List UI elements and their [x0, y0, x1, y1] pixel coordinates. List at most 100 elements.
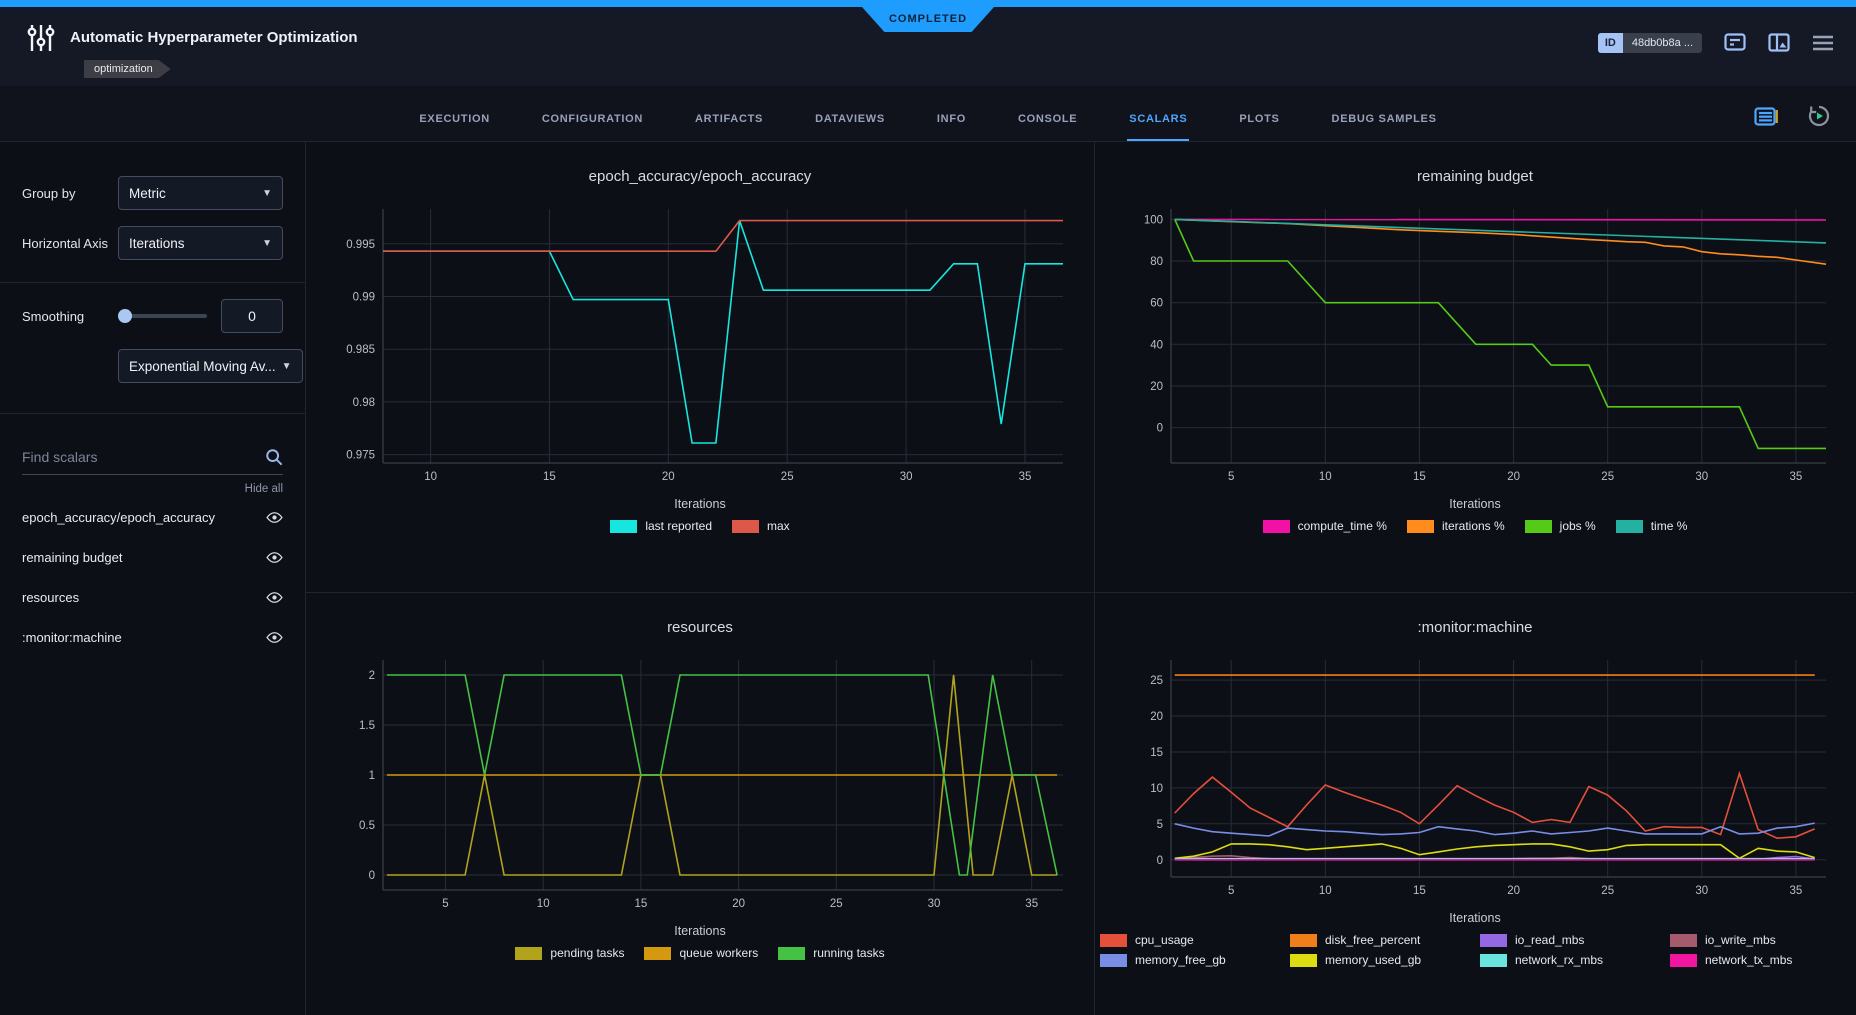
- eye-icon[interactable]: [266, 591, 283, 604]
- legend-item[interactable]: io_read_mbs: [1480, 933, 1660, 947]
- legend-item[interactable]: io_write_mbs: [1670, 933, 1850, 947]
- legend-swatch: [778, 946, 806, 960]
- search-icon[interactable]: [265, 448, 283, 466]
- tab-bar: EXECUTION CONFIGURATION ARTIFACTS DATAVIEWS…: [0, 86, 1856, 142]
- svg-text:10: 10: [1318, 885, 1331, 897]
- svg-text:35: 35: [1019, 471, 1032, 483]
- svg-text:25: 25: [1150, 675, 1163, 687]
- svg-text:1: 1: [369, 770, 375, 782]
- find-scalars-input[interactable]: [22, 449, 265, 465]
- svg-text:80: 80: [1150, 256, 1163, 268]
- svg-text:10: 10: [1318, 471, 1331, 483]
- legend-item[interactable]: disk_free_percent: [1290, 933, 1470, 947]
- tab-info[interactable]: INFO: [936, 113, 966, 125]
- legend-label: iterations %: [1441, 519, 1505, 533]
- legend-label: memory_used_gb: [1325, 953, 1422, 967]
- scalars-sidebar: Group by Metric ▼ Horizontal Axis Iterat…: [0, 142, 306, 1015]
- legend-item[interactable]: running tasks: [778, 946, 885, 960]
- legend-swatch: [1100, 953, 1127, 967]
- svg-text:0.5: 0.5: [359, 820, 375, 832]
- legend-item[interactable]: memory_free_gb: [1100, 953, 1280, 967]
- svg-text:30: 30: [928, 898, 941, 910]
- tab-execution[interactable]: EXECUTION: [419, 113, 490, 125]
- svg-text:15: 15: [1413, 885, 1426, 897]
- table-view-toggle-button[interactable]: [1754, 105, 1778, 127]
- legend-swatch: [1670, 953, 1697, 967]
- experiment-tag: optimization: [84, 60, 171, 78]
- comment-icon: [1724, 33, 1746, 51]
- smoothing-type-select[interactable]: Exponential Moving Av... ▼: [118, 349, 303, 383]
- svg-text:5: 5: [1227, 471, 1233, 483]
- svg-text:30: 30: [900, 471, 913, 483]
- slider-thumb[interactable]: [118, 309, 132, 323]
- legend-item[interactable]: network_tx_mbs: [1670, 953, 1850, 967]
- svg-text:0.99: 0.99: [353, 292, 375, 304]
- smoothing-value-input[interactable]: [221, 299, 283, 333]
- menu-button[interactable]: [1812, 35, 1834, 51]
- svg-text:0.98: 0.98: [353, 397, 375, 409]
- epoch-accuracy-plot[interactable]: 10 15 20 25 30 35 0.975 0.98 0.985 0.99 0.995: [325, 201, 1075, 493]
- tab-configuration[interactable]: CONFIGURATION: [541, 113, 644, 125]
- x-axis-label: Iterations: [1449, 911, 1501, 925]
- svg-text:15: 15: [1413, 471, 1426, 483]
- tab-scalars[interactable]: SCALARS: [1127, 103, 1190, 141]
- legend-swatch: [1670, 933, 1697, 947]
- slider-track[interactable]: [118, 314, 207, 318]
- resources-plot[interactable]: 5 10 15 20 25 30 35 0 0.5 1 1.5 2: [325, 652, 1075, 920]
- horizontal-axis-select[interactable]: Iterations ▼: [118, 226, 283, 260]
- experiment-id-chip[interactable]: ID 48db0b8a ...: [1597, 33, 1702, 53]
- metric-item[interactable]: remaining budget: [0, 537, 305, 577]
- metric-label: resources: [22, 589, 80, 605]
- legend-item[interactable]: jobs %: [1524, 519, 1596, 533]
- legend-item[interactable]: pending tasks: [515, 946, 624, 960]
- tab-artifacts[interactable]: ARTIFACTS: [695, 113, 764, 125]
- legend-item[interactable]: max: [732, 519, 790, 533]
- legend-item[interactable]: compute_time %: [1262, 519, 1387, 533]
- eye-icon[interactable]: [266, 551, 283, 564]
- eye-icon[interactable]: [266, 511, 283, 524]
- auto-refresh-button[interactable]: [1808, 105, 1830, 127]
- legend-item[interactable]: iterations %: [1406, 519, 1505, 533]
- metric-item[interactable]: resources: [0, 577, 305, 617]
- tab-console[interactable]: CONSOLE: [1018, 113, 1078, 125]
- legend-item[interactable]: last reported: [610, 519, 712, 533]
- metric-item[interactable]: epoch_accuracy/epoch_accuracy: [0, 497, 305, 537]
- tab-plots[interactable]: PLOTS: [1239, 113, 1280, 125]
- eye-icon[interactable]: [266, 631, 283, 644]
- details-panel-button[interactable]: [1768, 33, 1790, 53]
- legend-swatch: [1262, 519, 1290, 533]
- tab-debug-samples[interactable]: DEBUG SAMPLES: [1331, 113, 1437, 125]
- divider: [0, 413, 305, 414]
- legend-swatch: [644, 946, 672, 960]
- legend-label: jobs %: [1559, 519, 1596, 533]
- svg-text:25: 25: [781, 471, 794, 483]
- svg-text:10: 10: [1150, 783, 1163, 795]
- svg-text:0.985: 0.985: [346, 344, 375, 356]
- group-by-select[interactable]: Metric ▼: [118, 176, 283, 210]
- svg-text:20: 20: [1507, 885, 1520, 897]
- chart-panel-epoch-accuracy: epoch_accuracy/epoch_accuracy 10 15 20 25 30…: [306, 142, 1095, 593]
- svg-text:20: 20: [662, 471, 675, 483]
- svg-text:40: 40: [1150, 339, 1163, 351]
- hamburger-menu-icon: [1813, 35, 1833, 51]
- smoothing-slider[interactable]: [118, 309, 207, 323]
- hide-all-link[interactable]: Hide all: [244, 483, 283, 495]
- remaining-budget-plot[interactable]: 5 10 15 20 25 30 35 0 20 40 60 80 100: [1113, 201, 1838, 493]
- monitor-machine-plot[interactable]: 5 10 15 20 25 30 35 0 5 10 15 20 25: [1113, 652, 1838, 907]
- legend-item[interactable]: queue workers: [644, 946, 758, 960]
- x-axis-label: Iterations: [1449, 497, 1501, 511]
- legend-item[interactable]: memory_used_gb: [1290, 953, 1470, 967]
- horizontal-axis-label: Horizontal Axis: [22, 235, 108, 251]
- legend-item[interactable]: cpu_usage: [1100, 933, 1280, 947]
- comments-button[interactable]: [1724, 33, 1746, 53]
- x-axis-label: Iterations: [674, 924, 726, 938]
- svg-text:10: 10: [537, 898, 550, 910]
- metric-item[interactable]: :monitor:machine: [0, 617, 305, 657]
- legend-swatch: [1406, 519, 1434, 533]
- legend-item[interactable]: network_rx_mbs: [1480, 953, 1660, 967]
- legend-item[interactable]: time %: [1615, 519, 1687, 533]
- tab-dataviews[interactable]: DATAVIEWS: [815, 113, 885, 125]
- legend-label: last reported: [645, 519, 713, 533]
- legend-label: disk_free_percent: [1325, 933, 1421, 947]
- metric-label: remaining budget: [22, 549, 123, 565]
